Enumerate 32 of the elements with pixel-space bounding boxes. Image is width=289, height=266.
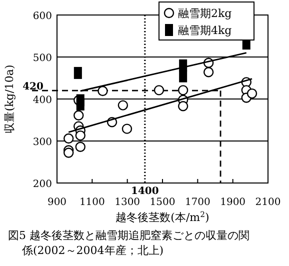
point xyxy=(246,88,258,99)
point xyxy=(122,124,132,134)
y-tick-label: 600 xyxy=(32,11,52,22)
point xyxy=(154,85,164,96)
text: 図5 越冬後茎数と融雪期追肥窒素ごとの収量の関係(2002～2004年産；北上) xyxy=(8,229,250,257)
x-tick-label: 2100 xyxy=(255,197,281,208)
x-tick-label: 1700 xyxy=(184,197,210,208)
x-tick-label: 1900 xyxy=(220,197,246,208)
y-tick-label: 300 xyxy=(32,137,52,148)
x-axis-title: 越冬後茎数(本/m$^{2}$) xyxy=(116,210,210,224)
point xyxy=(64,133,74,144)
legend-label: 融雪期4kg xyxy=(178,24,232,37)
point xyxy=(75,142,86,152)
point xyxy=(118,100,128,110)
y-axis-title: 収量(kg/10a) xyxy=(3,64,16,134)
point xyxy=(203,67,214,78)
ref-line-label: 420 xyxy=(22,82,44,93)
x-tick-label: 900 xyxy=(47,197,67,208)
point xyxy=(178,101,188,112)
point xyxy=(75,130,86,141)
y-tick-label: 400 xyxy=(32,95,52,106)
legend-label: 融雪期2kg xyxy=(178,7,232,20)
y-tick-label: 500 xyxy=(32,53,52,64)
x-tick-label: 1500 xyxy=(150,197,176,208)
ref-line-label: 1400 xyxy=(130,186,159,197)
point xyxy=(74,110,84,120)
point xyxy=(64,148,74,158)
point xyxy=(98,86,108,96)
point xyxy=(178,85,188,96)
x-tick-label: 1300 xyxy=(114,197,140,208)
y-tick-label: 200 xyxy=(32,179,52,190)
x-tick-label: 1100 xyxy=(79,197,105,208)
